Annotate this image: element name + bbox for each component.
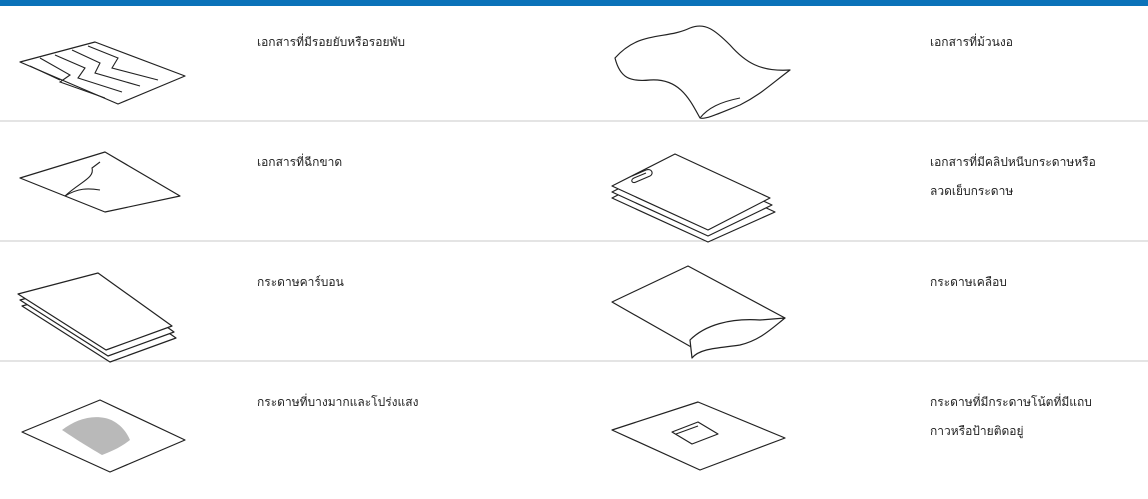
torn-document-icon <box>19 151 181 213</box>
item-label: เอกสารที่ม้วนงอ <box>930 33 1013 49</box>
item-label: กระดาษที่บางมากและโปร่งแสง <box>257 393 418 409</box>
curled-document-icon <box>614 25 791 119</box>
carbon-paper-icon <box>17 272 177 363</box>
wrinkled-document-icon <box>19 41 186 105</box>
thin-paper-icon <box>21 399 186 473</box>
clipped-document-icon <box>611 153 776 243</box>
item-label: กาวหรือป้ายติดอยู่ <box>930 424 1024 439</box>
item-label: กระดาษเคลือบ <box>930 275 1007 289</box>
item-label: กระดาษที่มีกระดาษโน้ตที่มีแถบ <box>930 393 1092 409</box>
item-label: เอกสารที่ฉีกขาด <box>257 153 342 169</box>
item-label: เอกสารที่มีรอยยับหรือรอยพับ <box>257 33 405 49</box>
item-label: กระดาษคาร์บอน <box>257 275 344 289</box>
top-bar <box>0 0 1148 6</box>
coated-paper-icon <box>611 265 786 359</box>
sticky-note-paper-icon <box>611 401 786 471</box>
item-label: เอกสารที่มีคลิปหนีบกระดาษหรือ <box>930 153 1096 169</box>
item-label: ลวดเย็บกระดาษ <box>930 183 1013 198</box>
